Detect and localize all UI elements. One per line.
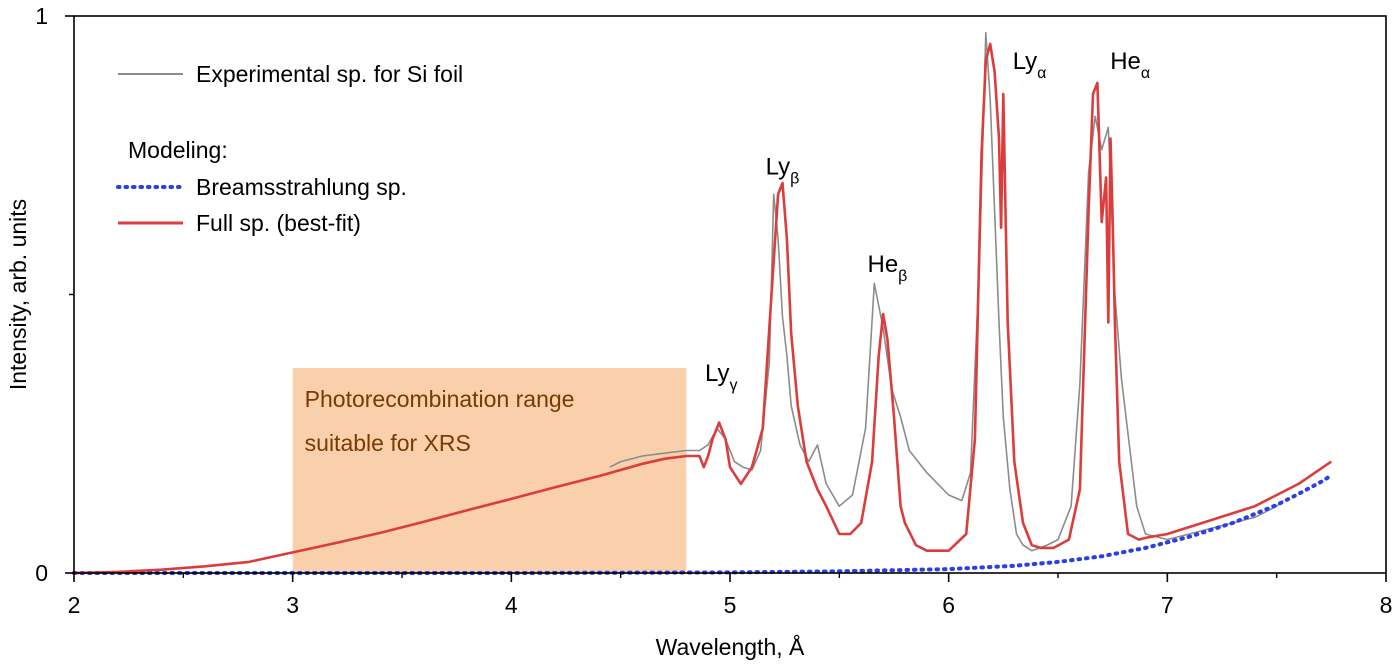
- peak-label: Lyγ: [705, 360, 737, 394]
- y-tick-label: 1: [35, 3, 48, 29]
- region-label-line1: Photorecombination range: [305, 386, 575, 412]
- x-tick-label: 2: [68, 592, 81, 618]
- legend-bremsstrahlung-label: Breamsstrahlung sp.: [196, 174, 407, 200]
- peak-labels: Lyγ Lyβ Heβ Lyα Heα: [705, 48, 1150, 394]
- peak-label: Heα: [1110, 48, 1150, 82]
- legend-experimental-label: Experimental sp. for Si foil: [196, 61, 463, 87]
- legend: Experimental sp. for Si foil Modeling: B…: [116, 61, 463, 236]
- series-layer: [72, 31, 1334, 575]
- x-tick-label: 8: [1380, 592, 1393, 618]
- peak-label: Lyβ: [766, 154, 800, 188]
- region-label-line2: suitable for XRS: [305, 430, 471, 456]
- ticks-layer: 2 3 4 5 6 7 8 0 1: [35, 3, 1392, 618]
- peak-label: Lyα: [1013, 48, 1047, 82]
- x-tick-label: 7: [1161, 592, 1174, 618]
- legend-full-label: Full sp. (best-fit): [196, 210, 361, 236]
- y-axis-title: Intensity, arb. units: [5, 199, 31, 390]
- x-tick-label: 4: [505, 592, 518, 618]
- x-tick-label: 6: [942, 592, 955, 618]
- x-tick-label: 5: [724, 592, 737, 618]
- series-line-1: [609, 31, 1284, 552]
- plot-frame: [73, 15, 1387, 574]
- x-axis-title: Wavelength, Å: [656, 633, 805, 660]
- x-tick-label: 3: [286, 592, 299, 618]
- series-line-3: [73, 42, 1333, 575]
- legend-modeling-header: Modeling:: [128, 137, 228, 163]
- y-tick-label: 0: [35, 560, 48, 586]
- peak-label: Heβ: [867, 251, 907, 285]
